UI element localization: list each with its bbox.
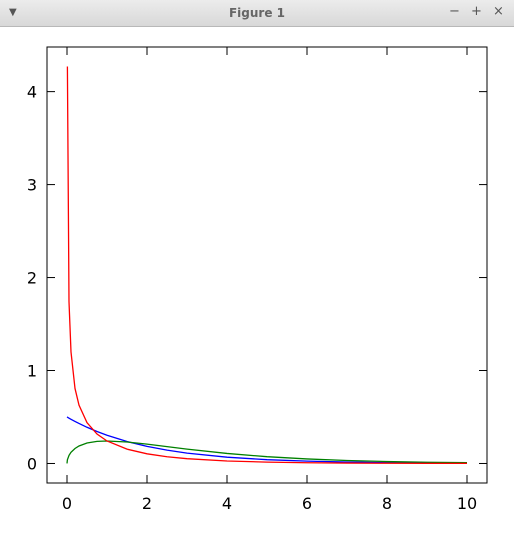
maximize-button[interactable]: + xyxy=(471,4,482,19)
x-tick-label: 0 xyxy=(62,494,72,513)
menu-button[interactable]: ▼ xyxy=(9,7,17,18)
y-tick-label: 4 xyxy=(27,83,37,102)
x-tick-label: 8 xyxy=(382,494,392,513)
title-bar: ▼ Figure 1 − + × xyxy=(0,0,514,27)
x-tick-label: 10 xyxy=(457,494,477,513)
minimize-button[interactable]: − xyxy=(449,4,460,19)
line-series xyxy=(66,66,468,465)
y-tick-label: 1 xyxy=(27,362,37,381)
x-tick-label: 2 xyxy=(142,494,152,513)
chart: 0 2 4 6 8 10 0 1 2 3 4 xyxy=(27,46,488,513)
y-tick-label: 0 xyxy=(27,454,37,473)
line-series xyxy=(66,440,468,464)
plot-area xyxy=(46,46,488,484)
x-tick-label: 6 xyxy=(302,494,312,513)
close-button[interactable]: × xyxy=(493,4,504,19)
y-tick-label: 3 xyxy=(27,176,37,195)
window-title: Figure 1 xyxy=(228,6,286,20)
y-tick-label: 2 xyxy=(27,269,37,288)
x-tick-label: 4 xyxy=(222,494,232,513)
line-series xyxy=(66,416,468,464)
